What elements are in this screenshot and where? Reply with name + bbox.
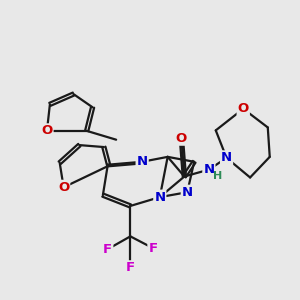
- Text: O: O: [41, 124, 52, 137]
- Text: F: F: [148, 242, 158, 255]
- Text: H: H: [212, 171, 222, 181]
- Text: N: N: [182, 186, 193, 199]
- Text: O: O: [238, 102, 249, 115]
- Text: N: N: [203, 163, 214, 176]
- Text: N: N: [136, 155, 148, 168]
- Text: N: N: [154, 190, 165, 204]
- Text: N: N: [221, 152, 232, 164]
- Text: F: F: [126, 261, 135, 274]
- Text: F: F: [103, 243, 112, 256]
- Text: O: O: [176, 132, 187, 145]
- Text: O: O: [58, 181, 69, 194]
